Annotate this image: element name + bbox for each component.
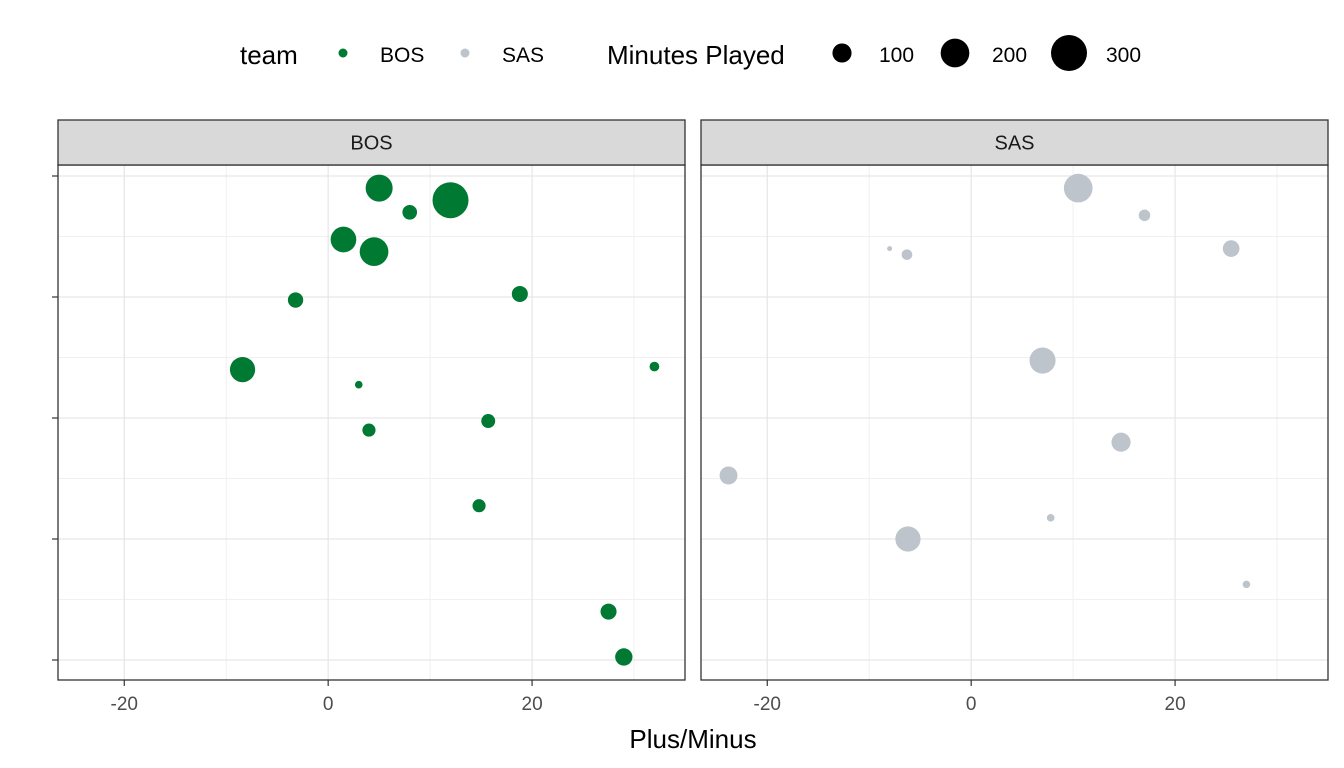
data-point-sas [1029,347,1056,374]
data-point-bos [362,423,376,437]
data-point-sas [1242,580,1251,589]
legend-size-key-100 [832,43,852,63]
facet-strip [700,119,1329,166]
data-point-bos [354,380,363,389]
data-point-bos [615,648,633,666]
data-point-bos [365,174,393,202]
x-tick-label: 0 [323,694,334,715]
facet-strip-label: SAS [994,133,1034,155]
data-point-bos [600,603,617,620]
data-point-bos [511,285,528,302]
legend-color-title: team [240,40,298,70]
data-point-bos [359,237,389,266]
x-tick-label: -20 [754,694,781,715]
legend-size-key-200 [940,38,970,68]
data-point-bos [649,361,660,372]
facet-strip-label: BOS [350,133,392,155]
data-point-sas [1063,173,1093,203]
data-point-sas [1111,432,1131,452]
legend-label-sas: SAS [502,44,544,67]
data-point-sas [887,246,893,252]
data-point-bos [472,499,486,513]
legend: team BOS SAS Minutes Played 100 200 300 [240,35,1141,71]
facet-strip [57,119,686,166]
data-point-sas [1222,240,1240,257]
legend-size-label-300: 300 [1106,44,1141,67]
facet-panels: BOS -20 0 20 SAS -20 0 20 [52,119,1329,715]
data-point-bos [330,226,357,253]
legend-key-bos [338,48,348,58]
data-point-sas [1046,514,1055,522]
x-axis-title: Plus/Minus [629,724,756,754]
x-tick-label: 20 [1165,694,1186,715]
legend-label-bos: BOS [380,44,424,67]
data-point-bos [287,292,304,308]
x-tick-label: 0 [966,694,977,715]
facet-panel-sas: SAS -20 0 20 [700,119,1329,715]
facet-panel-bos: BOS -20 0 20 [52,119,686,715]
legend-size-title: Minutes Played [607,40,785,70]
data-point-sas [901,249,913,260]
x-tick-label: -20 [111,694,138,715]
legend-size-key-300 [1051,35,1087,71]
legend-size-label-200: 200 [992,44,1027,67]
legend-size-label-100: 100 [879,44,914,67]
data-point-bos [402,204,418,220]
data-point-sas [1138,209,1151,222]
data-point-bos [432,182,469,219]
data-point-sas [895,526,921,552]
x-tick-label: 20 [522,694,543,715]
data-point-bos [481,414,496,428]
data-point-sas [719,466,738,485]
legend-key-sas [460,48,470,58]
data-point-bos [229,356,256,383]
